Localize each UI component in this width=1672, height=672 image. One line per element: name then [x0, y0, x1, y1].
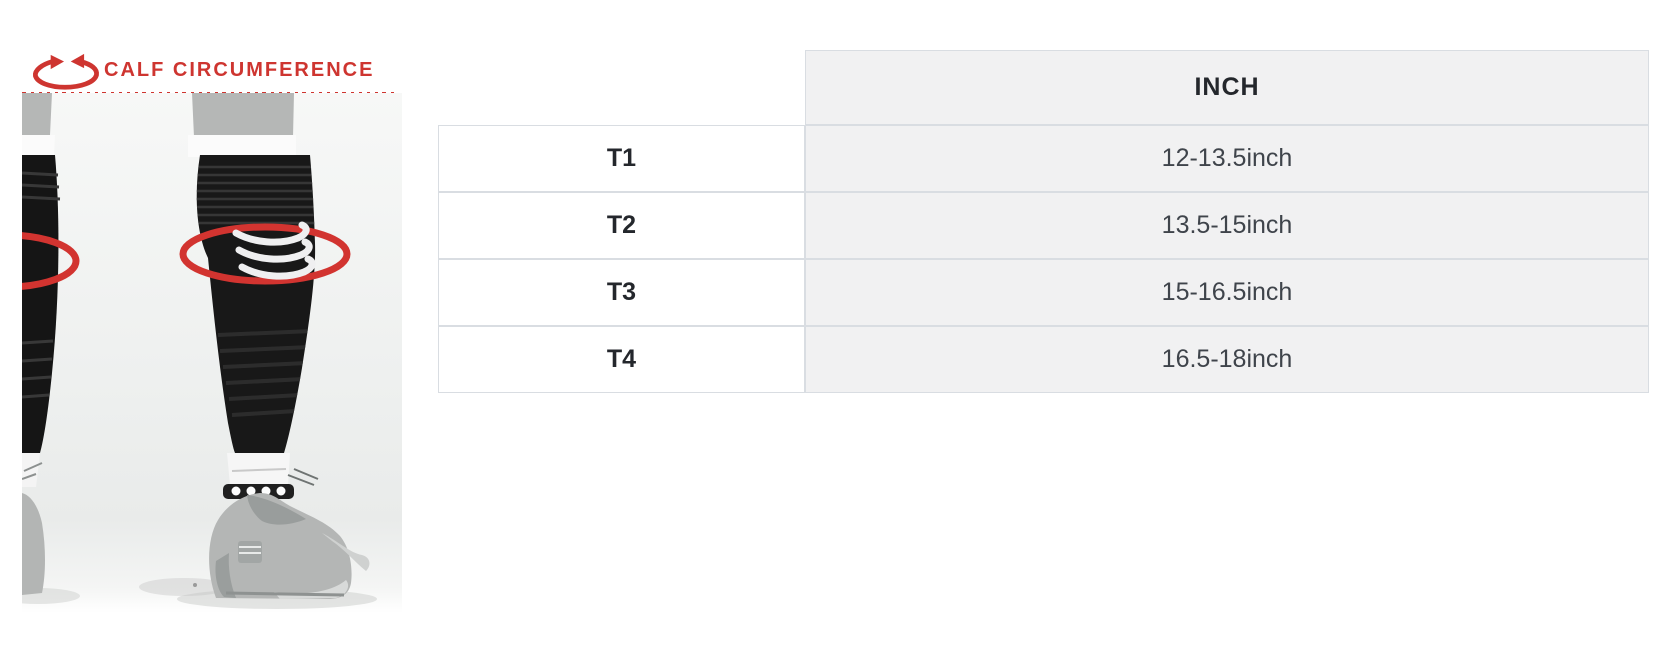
size-range-cell: 15-16.5inch — [805, 259, 1649, 326]
running-shoe — [209, 468, 370, 599]
unit-header-cell: INCH — [805, 50, 1649, 125]
table-body: T1 12-13.5inch T2 13.5-15inch T3 15-16.5… — [438, 125, 1649, 393]
floor-speck — [193, 583, 197, 587]
calf-photo — [22, 93, 402, 613]
size-range-cell: 12-13.5inch — [805, 125, 1649, 192]
illustration-title: CALF CIRCUMFERENCE — [104, 58, 375, 81]
left-measure-ellipse — [22, 232, 80, 290]
ankle-strap — [223, 484, 294, 499]
right-leg — [179, 93, 370, 599]
size-range-cell: 16.5-18inch — [805, 326, 1649, 393]
table-row: T1 12-13.5inch — [438, 125, 1649, 192]
table-row: T3 15-16.5inch — [438, 259, 1649, 326]
strap-dots — [231, 486, 286, 496]
size-label-cell: T3 — [438, 259, 805, 326]
measure-ellipse — [179, 223, 351, 285]
floor-shadow — [139, 578, 229, 596]
size-label-cell: T4 — [438, 326, 805, 393]
size-guide-illustration: CALF CIRCUMFERENCE — [0, 0, 410, 660]
table-header-row: INCH — [438, 50, 1649, 125]
rotate-measure-icon — [33, 53, 99, 90]
corner-cell — [438, 50, 805, 125]
size-label-cell: T1 — [438, 125, 805, 192]
size-table: INCH T1 12-13.5inch T2 13.5-15inch T3 15… — [438, 50, 1649, 393]
left-shoe — [22, 493, 45, 595]
size-label-cell: T2 — [438, 192, 805, 259]
sleeve-top-band — [188, 135, 296, 157]
table-row: T2 13.5-15inch — [438, 192, 1649, 259]
logo-squiggles — [232, 221, 316, 280]
left-leg — [22, 93, 80, 595]
shoelace — [287, 468, 319, 486]
size-range-cell: 13.5-15inch — [805, 192, 1649, 259]
table-row: T4 16.5-18inch — [438, 326, 1649, 393]
ankle-band — [227, 453, 290, 485]
illustration-header: CALF CIRCUMFERENCE — [30, 50, 390, 94]
knee — [192, 93, 294, 137]
